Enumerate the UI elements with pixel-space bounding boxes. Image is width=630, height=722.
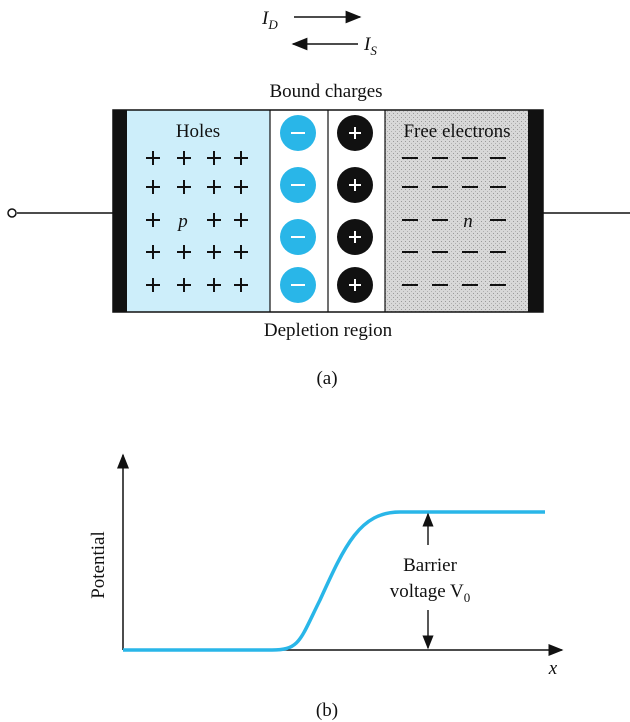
contact: [113, 110, 127, 312]
current-subscript: S: [370, 43, 377, 58]
label: voltage V0: [390, 581, 471, 605]
label: Depletion region: [264, 320, 393, 341]
potential-curve: [123, 510, 545, 652]
caption: (a): [316, 368, 337, 389]
label-subscript: 0: [464, 590, 471, 605]
label: Holes: [176, 121, 220, 142]
label: Bound charges: [269, 81, 382, 102]
label: Free electrons: [403, 121, 510, 142]
current-symbol: I: [363, 34, 372, 55]
label: Barrier: [403, 555, 457, 576]
contact: [528, 110, 543, 312]
current-subscript: D: [267, 17, 278, 32]
label: n: [463, 211, 473, 232]
current-symbol: I: [261, 8, 270, 29]
p-region: [127, 110, 270, 312]
current-id: ID: [261, 8, 278, 32]
label: p: [176, 211, 188, 232]
current-is: IS: [363, 34, 377, 58]
label-main: voltage V: [390, 581, 464, 602]
caption: (b): [316, 700, 338, 721]
y-axis-label: Potential: [88, 531, 109, 599]
x-axis-label: x: [548, 658, 558, 679]
terminal: [7, 208, 17, 218]
charge-symbols: [146, 115, 506, 303]
n-region: [385, 110, 528, 312]
